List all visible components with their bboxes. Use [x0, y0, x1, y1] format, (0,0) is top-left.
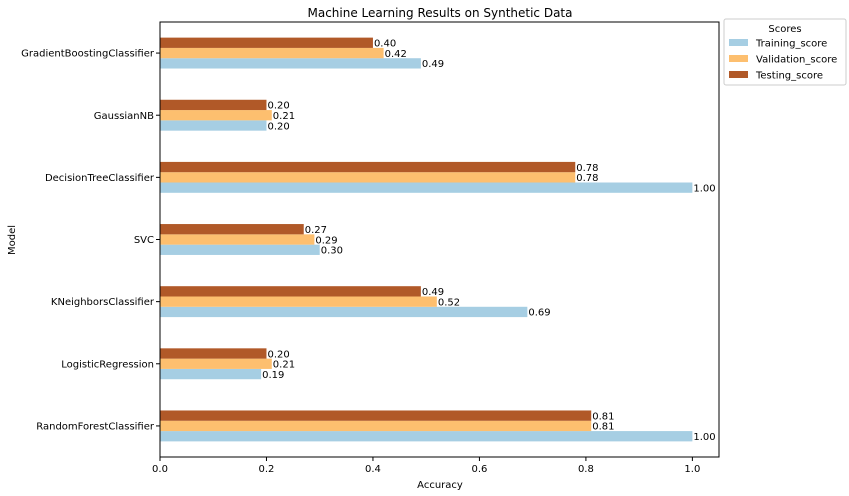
bar-validation-score — [160, 47, 384, 59]
bar-validation-score — [160, 420, 592, 432]
legend-entry: Validation_score — [756, 55, 837, 66]
data-label: 0.29 — [315, 235, 337, 246]
legend-frame — [723, 18, 847, 86]
data-label: 0.78 — [576, 163, 598, 174]
data-label: 0.21 — [273, 360, 295, 371]
y-tick-label: KNeighborsClassifier — [51, 297, 155, 308]
data-label: 0.69 — [528, 308, 550, 319]
bar-training-score — [160, 431, 693, 442]
y-tick-label: RandomForestClassifier — [36, 422, 155, 433]
data-label: 1.00 — [693, 432, 715, 443]
legend-swatch — [729, 39, 748, 46]
x-tick-label: 0.8 — [578, 464, 594, 475]
data-label: 0.49 — [422, 59, 444, 70]
data-label: 1.00 — [693, 183, 715, 194]
x-tick-label: 1.0 — [684, 464, 700, 475]
data-label: 0.27 — [305, 225, 327, 236]
x-axis-label: Accuracy — [417, 480, 463, 491]
legend-entry: Training_score — [755, 39, 827, 50]
data-label: 0.21 — [273, 111, 295, 122]
plot-area: 1.000.810.810.190.210.200.690.520.490.30… — [160, 37, 716, 443]
bar-training-score — [160, 120, 267, 131]
data-label: 0.81 — [592, 411, 614, 422]
data-label: 0.52 — [438, 297, 460, 308]
bar-testing-score — [160, 224, 304, 235]
bar-testing-score — [160, 37, 373, 48]
bar-training-score — [160, 58, 421, 69]
y-axis-label: Model — [7, 225, 18, 255]
bar-validation-score — [160, 358, 272, 369]
legend-swatch — [729, 71, 748, 78]
y-axis: RandomForestClassifier LogisticRegression… — [21, 49, 160, 433]
y-tick-label: GaussianNB — [94, 111, 154, 122]
bar-training-score — [160, 306, 528, 318]
bar-validation-score — [160, 110, 272, 121]
bar-testing-score — [160, 161, 576, 173]
bar-validation-score — [160, 172, 576, 183]
data-label: 0.20 — [267, 349, 289, 360]
y-tick-label: SVC — [134, 235, 154, 246]
bar-testing-score — [160, 286, 421, 297]
bar-validation-score — [160, 296, 437, 307]
legend: Scores Training_score Validation_score Tes… — [723, 18, 847, 86]
data-label: 0.20 — [267, 101, 289, 112]
data-label: 0.40 — [374, 39, 396, 50]
bar-training-score — [160, 182, 693, 193]
data-label: 0.49 — [422, 287, 444, 298]
x-axis: 0.0 0.2 0.4 0.6 0.8 1.0 — [152, 457, 700, 475]
x-tick-label: 0.2 — [259, 464, 275, 475]
y-tick-label: DecisionTreeClassifier — [45, 173, 155, 184]
legend-swatch — [729, 55, 748, 62]
bar-testing-score — [160, 99, 267, 111]
data-label: 0.81 — [592, 422, 614, 433]
data-label: 0.30 — [321, 246, 343, 257]
data-label: 0.78 — [576, 173, 598, 184]
data-label: 0.19 — [262, 370, 284, 381]
bar-testing-score — [160, 348, 267, 359]
bar-validation-score — [160, 234, 315, 245]
bar-training-score — [160, 244, 320, 255]
legend-title: Scores — [768, 24, 801, 35]
data-label: 0.42 — [385, 49, 407, 60]
bar-training-score — [160, 368, 262, 380]
chart-title: Machine Learning Results on Synthetic Da… — [308, 6, 573, 20]
x-tick-label: 0.6 — [471, 464, 487, 475]
bar-testing-score — [160, 410, 592, 421]
x-tick-label: 0.0 — [152, 464, 168, 475]
y-tick-label: GradientBoostingClassifier — [21, 49, 155, 60]
y-tick-label: LogisticRegression — [61, 359, 154, 370]
legend-entry: Testing_score — [755, 71, 823, 82]
data-label: 0.20 — [267, 121, 289, 132]
x-tick-label: 0.4 — [365, 464, 381, 475]
